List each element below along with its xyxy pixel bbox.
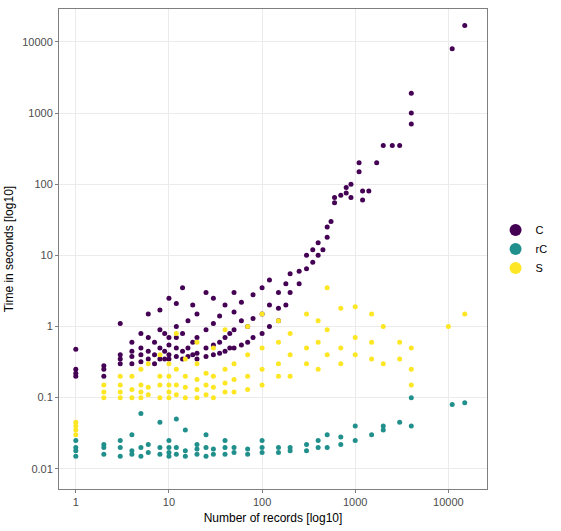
svg-text:100: 100 <box>34 178 52 190</box>
svg-text:10: 10 <box>41 249 53 261</box>
svg-text:10000: 10000 <box>22 36 53 48</box>
svg-text:0.01: 0.01 <box>31 463 52 475</box>
svg-text:10: 10 <box>163 496 175 508</box>
svg-text:10000: 10000 <box>433 496 464 508</box>
svg-text:1000: 1000 <box>343 496 367 508</box>
svg-text:Time in seconds [log10]: Time in seconds [log10] <box>2 186 16 312</box>
svg-text:100: 100 <box>253 496 271 508</box>
svg-text:rC: rC <box>536 243 548 255</box>
svg-text:1: 1 <box>47 320 53 332</box>
svg-text:S: S <box>536 262 543 274</box>
svg-text:Number of records [log10]: Number of records [log10] <box>204 511 343 525</box>
svg-text:1000: 1000 <box>28 107 52 119</box>
svg-text:1: 1 <box>73 496 79 508</box>
svg-text:0.1: 0.1 <box>38 391 53 403</box>
svg-text:C: C <box>536 224 544 236</box>
